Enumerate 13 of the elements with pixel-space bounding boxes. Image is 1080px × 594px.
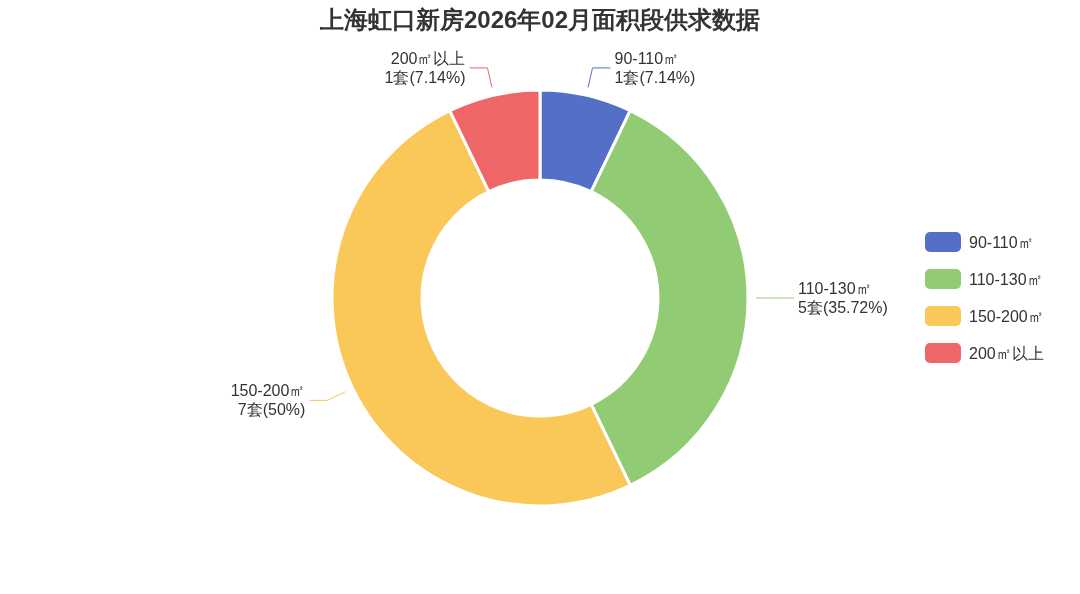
data-label: 5套(35.72%): [798, 299, 888, 316]
legend-label: 150-200㎡: [969, 308, 1044, 325]
data-label: 1套(7.14%): [384, 68, 466, 86]
chart-title: 上海虹口新房2026年02月面积段供求数据: [318, 6, 761, 33]
legend-label: 110-130㎡: [969, 271, 1043, 288]
legend-label: 200㎡以上: [969, 345, 1044, 362]
slice-label: 90-110㎡: [614, 49, 680, 67]
slice-label: 150-200㎡: [230, 382, 306, 400]
legend-label: 90-110㎡: [969, 234, 1034, 251]
data-label: 1套(7.14%): [614, 68, 696, 86]
slice-label: 200㎡以上: [390, 49, 466, 67]
slice-label: 110-130㎡: [798, 280, 872, 297]
data-label: 7套(50%): [237, 401, 306, 419]
